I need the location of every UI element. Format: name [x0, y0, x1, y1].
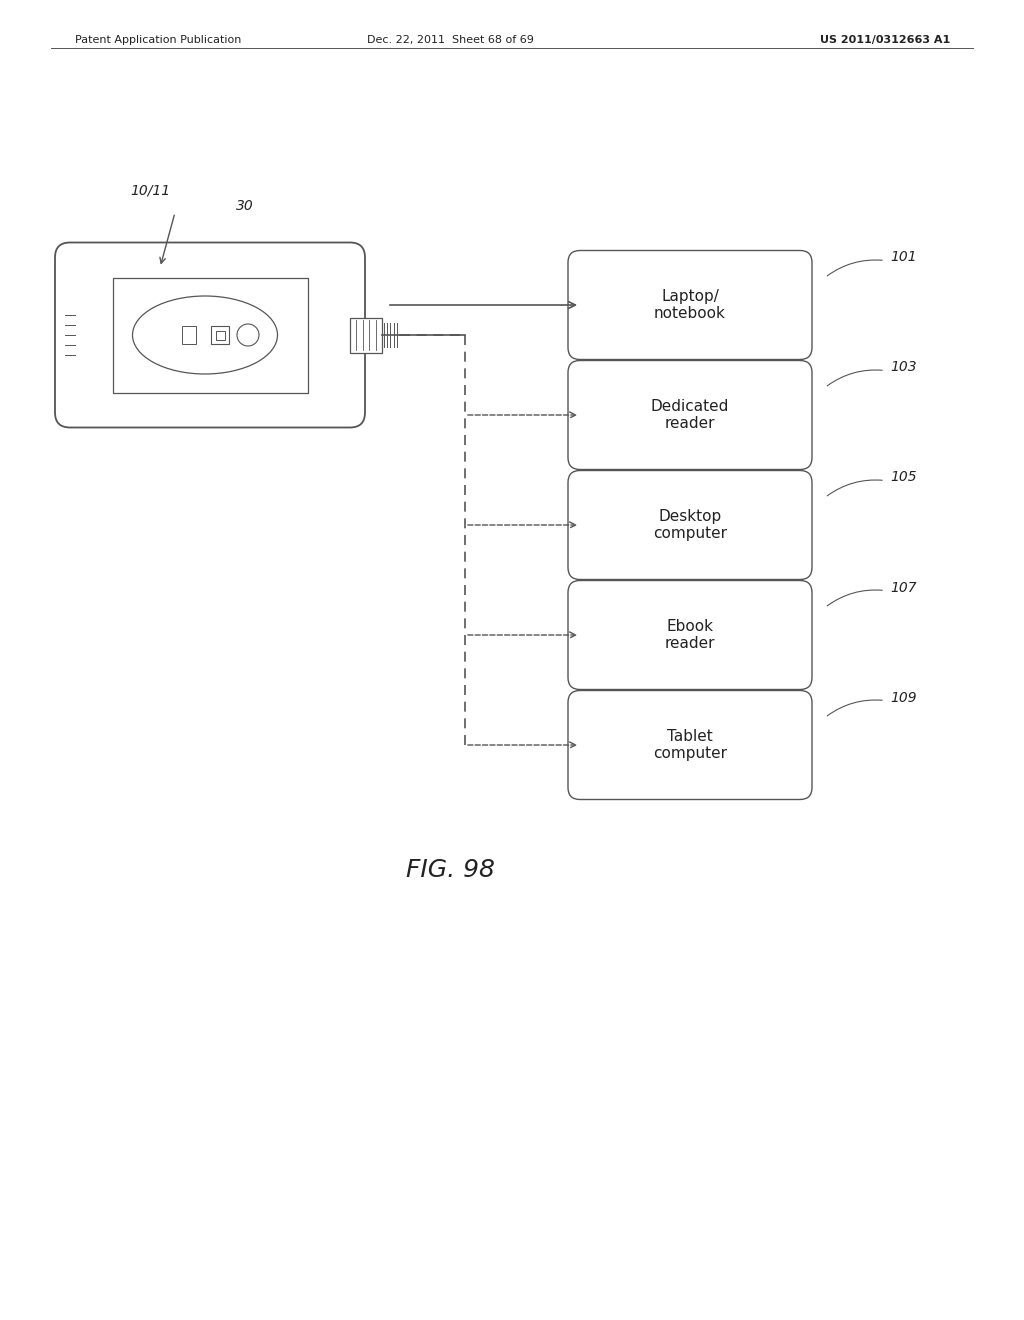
FancyBboxPatch shape	[568, 251, 812, 359]
Text: US 2011/0312663 A1: US 2011/0312663 A1	[820, 36, 950, 45]
Text: Ebook
reader: Ebook reader	[665, 619, 715, 651]
FancyBboxPatch shape	[113, 277, 307, 392]
FancyBboxPatch shape	[211, 326, 229, 345]
Text: Dec. 22, 2011  Sheet 68 of 69: Dec. 22, 2011 Sheet 68 of 69	[367, 36, 534, 45]
Text: Laptop/
notebook: Laptop/ notebook	[654, 289, 726, 321]
Text: 105: 105	[890, 470, 916, 484]
Text: Patent Application Publication: Patent Application Publication	[75, 36, 242, 45]
Text: 30: 30	[237, 198, 254, 213]
Text: 109: 109	[890, 690, 916, 705]
Circle shape	[237, 323, 259, 346]
Text: Desktop
computer: Desktop computer	[653, 508, 727, 541]
FancyBboxPatch shape	[568, 690, 812, 800]
FancyBboxPatch shape	[568, 581, 812, 689]
Text: Dedicated
reader: Dedicated reader	[651, 399, 729, 432]
Text: FIG. 98: FIG. 98	[406, 858, 495, 882]
FancyBboxPatch shape	[55, 243, 365, 428]
Text: 10/11: 10/11	[130, 183, 170, 198]
Text: 103: 103	[890, 360, 916, 375]
FancyBboxPatch shape	[568, 360, 812, 470]
FancyBboxPatch shape	[215, 330, 224, 339]
FancyBboxPatch shape	[568, 470, 812, 579]
Text: Tablet
computer: Tablet computer	[653, 729, 727, 762]
Text: 107: 107	[890, 581, 916, 594]
Bar	[350, 318, 382, 352]
Ellipse shape	[132, 296, 278, 374]
Text: 101: 101	[890, 251, 916, 264]
FancyBboxPatch shape	[182, 326, 196, 345]
